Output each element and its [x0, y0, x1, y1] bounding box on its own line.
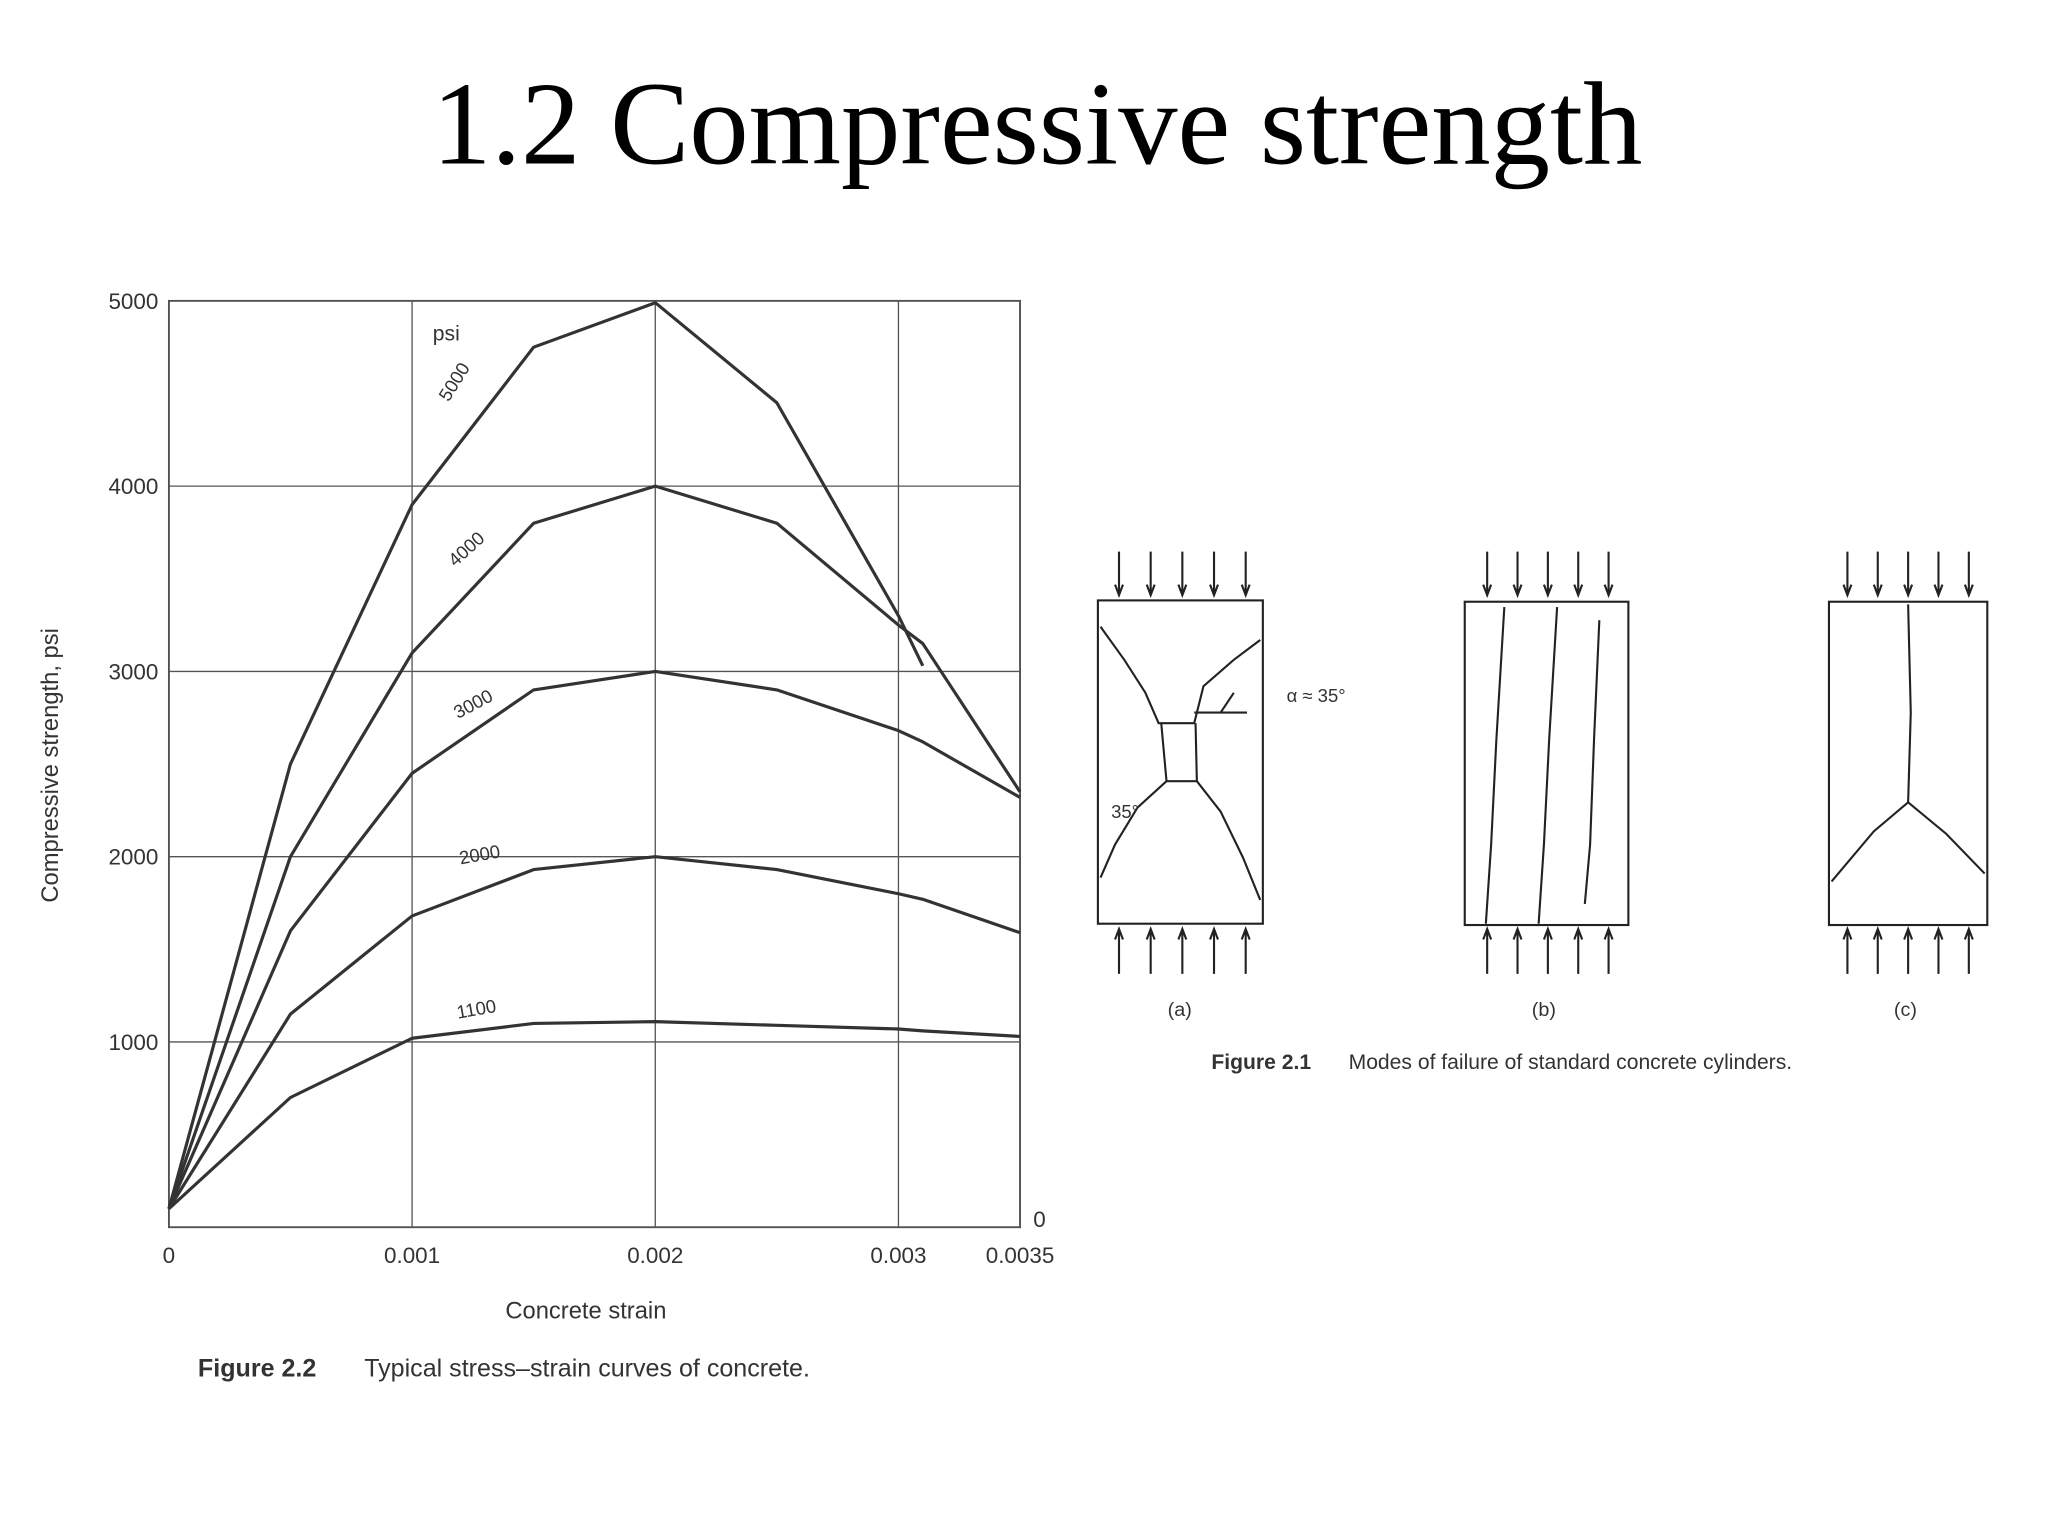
curve-label: 1100 — [455, 995, 498, 1023]
arrow — [1963, 925, 1974, 974]
curve-label: 2000 — [458, 840, 502, 868]
arrow — [1512, 925, 1523, 974]
unit-annotation: psi — [433, 322, 460, 345]
x-axis-label: Concrete strain — [505, 1297, 666, 1324]
panel-label: (c) — [1894, 999, 1917, 1021]
arrow — [1114, 551, 1124, 599]
stress-strain-curve — [167, 855, 1021, 1210]
curve-label: 5000 — [434, 359, 474, 405]
arrow — [1482, 551, 1493, 599]
y-axis-label: Compressive strength, psi — [37, 628, 64, 903]
stress-strain-curve — [167, 484, 1022, 1210]
arrow — [1177, 925, 1188, 974]
cylinder — [1096, 599, 1264, 925]
x-tick-label: 0.002 — [627, 1243, 683, 1268]
arrow — [1482, 925, 1493, 974]
caption-label: Figure 2.1 — [1211, 1051, 1311, 1074]
arrow — [1177, 551, 1188, 599]
arrow — [1573, 925, 1584, 974]
arrow — [1209, 551, 1219, 599]
crack — [1099, 626, 1262, 901]
arrow — [1933, 925, 1944, 974]
panel-label: (a) — [1168, 999, 1192, 1021]
caption: Typical stress–strain curves of concrete… — [364, 1354, 810, 1382]
arrow — [1145, 551, 1156, 599]
y-tick-label: 3000 — [108, 659, 158, 684]
plot-frame — [167, 299, 1021, 1229]
arrow — [1872, 551, 1883, 599]
angle-label: 35° — [1111, 801, 1139, 822]
arrow — [1903, 925, 1914, 974]
y-tick-label: 0 — [1033, 1207, 1045, 1232]
arrow — [1114, 925, 1124, 974]
x-tick-label: 0 — [163, 1243, 175, 1268]
curve-label: 3000 — [450, 685, 496, 723]
stress-strain-curve — [167, 301, 925, 1210]
x-tick-label: 0.0035 — [986, 1243, 1055, 1268]
arrow — [1542, 925, 1553, 974]
x-tick-label: 0.003 — [870, 1243, 926, 1268]
curve-label: 4000 — [444, 527, 489, 570]
failure-diagram — [1096, 551, 1989, 974]
angle-mark — [1194, 692, 1248, 714]
crack — [1830, 604, 1986, 883]
y-tick-label: 5000 — [108, 289, 158, 314]
crack — [1484, 606, 1601, 924]
x-tick-label: 0.001 — [384, 1243, 440, 1268]
arrow — [1603, 551, 1614, 599]
angle-label: α ≈ 35° — [1287, 685, 1346, 706]
arrow — [1512, 551, 1523, 599]
arrow — [1842, 925, 1853, 974]
arrow — [1603, 925, 1614, 974]
arrow — [1240, 551, 1251, 599]
arrow — [1963, 551, 1974, 599]
y-tick-label: 4000 — [108, 474, 158, 499]
arrow — [1209, 925, 1219, 974]
arrow — [1240, 925, 1251, 974]
y-tick-label: 1000 — [108, 1030, 158, 1055]
stress-strain-curve — [167, 669, 1021, 1210]
cylinder — [1827, 600, 1989, 927]
slide-title: 1.2 Compressive strength — [432, 58, 1642, 190]
arrow — [1573, 551, 1584, 599]
panel-label: (b) — [1532, 999, 1556, 1021]
stress-strain-curve — [167, 1020, 1021, 1210]
arrow — [1872, 925, 1883, 974]
arrow — [1145, 925, 1156, 974]
arrow — [1842, 551, 1853, 599]
caption: Modes of failure of standard concrete cy… — [1349, 1051, 1793, 1074]
cylinder — [1463, 600, 1630, 927]
arrow — [1542, 551, 1553, 599]
arrow — [1903, 551, 1914, 599]
y-tick-label: 2000 — [108, 845, 158, 870]
arrow — [1933, 551, 1944, 599]
caption-label: Figure 2.2 — [198, 1354, 316, 1382]
load-arrows — [1114, 551, 1974, 974]
